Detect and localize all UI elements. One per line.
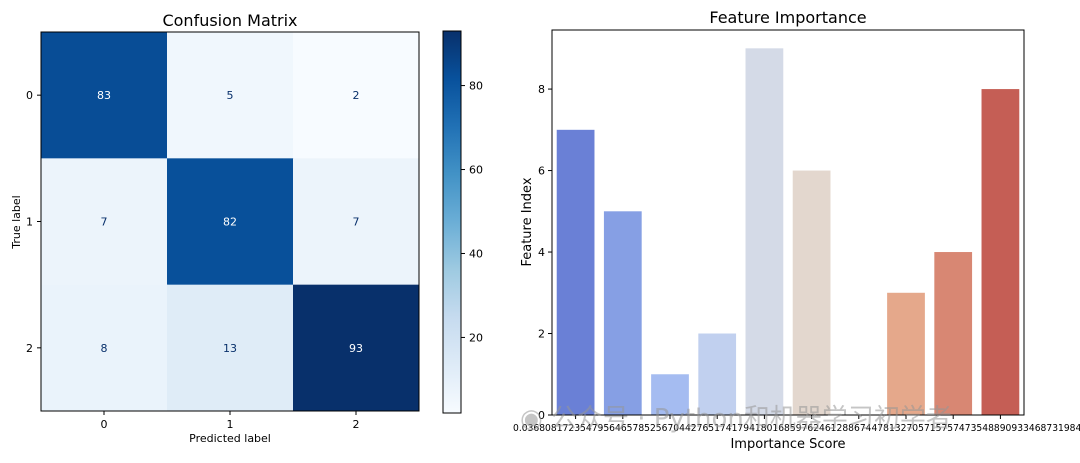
- fi-bar: [651, 374, 689, 415]
- cm-x-tick-label: 0: [101, 418, 108, 431]
- cm-xlabel: Predicted label: [189, 432, 271, 445]
- cm-cell: [293, 32, 420, 159]
- fi-y-tick-label: 6: [538, 165, 545, 178]
- cm-x-tick-label: 2: [353, 418, 360, 431]
- fi-y-tick-label: 2: [538, 328, 545, 341]
- cm-y-ticks: 0 1 2: [26, 89, 41, 355]
- cm-cell: [41, 284, 168, 412]
- cm-y-tick-label: 1: [26, 216, 33, 229]
- wechat-icon: ◉: [520, 404, 543, 434]
- cm-cell-value: 8: [101, 342, 108, 355]
- fi-xlabel: Importance Score: [730, 437, 845, 452]
- cm-cell-value: 5: [227, 89, 234, 102]
- cm-cell-value: 2: [353, 89, 360, 102]
- fi-frame: [551, 29, 1025, 416]
- cm-x-tick-label: 1: [227, 418, 234, 431]
- watermark-text: 公众号 · Python和机器学习初学者: [550, 404, 952, 434]
- cm-y-tick-label: 0: [26, 89, 33, 102]
- fi-title: Feature Importance: [709, 8, 866, 27]
- colorbar-gradient: [442, 30, 462, 414]
- fi-y-ticks: 0 2 4 6 8: [538, 83, 552, 422]
- cm-cell-value: 83: [97, 89, 111, 102]
- fi-xtick-labels: 0.03680817235479564657852567044276517417…: [513, 423, 1080, 434]
- cm-cell-value: 7: [353, 216, 360, 229]
- cm-cell-value: 13: [223, 342, 237, 355]
- cm-x-ticks: 0 1 2: [101, 411, 360, 431]
- fi-bars: [556, 48, 1020, 419]
- colorbar-ticks: 20 40 60 80: [461, 80, 483, 344]
- fi-bar: [556, 129, 595, 415]
- fi-y-tick-label: 8: [538, 83, 545, 96]
- cm-cell: [167, 284, 294, 412]
- cm-cell: [41, 158, 168, 286]
- colorbar-tick-label: 60: [469, 164, 483, 177]
- cm-ylabel: True label: [10, 195, 23, 249]
- cm-cell: [293, 284, 420, 412]
- fi-ylabel: Feature Index: [520, 177, 535, 266]
- feature-importance-panel: Feature Importance 0 2 4 6 8 0.0368081723547…: [513, 8, 1080, 452]
- fi-bar: [745, 48, 784, 415]
- cm-cell-value: 82: [223, 216, 237, 229]
- colorbar-tick-label: 80: [469, 80, 483, 93]
- cm-cells: 83 5 2 7 82 7 8 13 93: [41, 32, 420, 412]
- fi-bar: [981, 89, 1020, 416]
- confusion-matrix-panel: Confusion Matrix 83 5 2 7 82 7 8 13 93 0 1 2 0 1 2 P…: [10, 11, 420, 445]
- colorbar: 20 40 60 80: [442, 30, 483, 414]
- cm-title: Confusion Matrix: [162, 11, 297, 30]
- watermark: ◉ 公众号 · Python和机器学习初学者: [520, 398, 952, 435]
- cm-cell: [41, 32, 168, 159]
- cm-cell: [293, 158, 420, 286]
- cm-y-tick-label: 2: [26, 342, 33, 355]
- cm-cell: [167, 32, 294, 159]
- fi-bar: [792, 170, 831, 415]
- fi-bar: [603, 211, 642, 415]
- fi-y-tick-label: 4: [538, 246, 545, 259]
- cm-cell-value: 7: [101, 216, 108, 229]
- fi-bar: [887, 292, 925, 415]
- cm-cell: [167, 158, 294, 286]
- colorbar-tick-label: 40: [469, 247, 483, 260]
- fi-bar: [934, 252, 973, 415]
- cm-cell-value: 93: [349, 342, 363, 355]
- colorbar-tick-label: 20: [469, 331, 483, 344]
- fi-y-tick-label: 0: [538, 409, 545, 422]
- fi-bar: [698, 333, 737, 415]
